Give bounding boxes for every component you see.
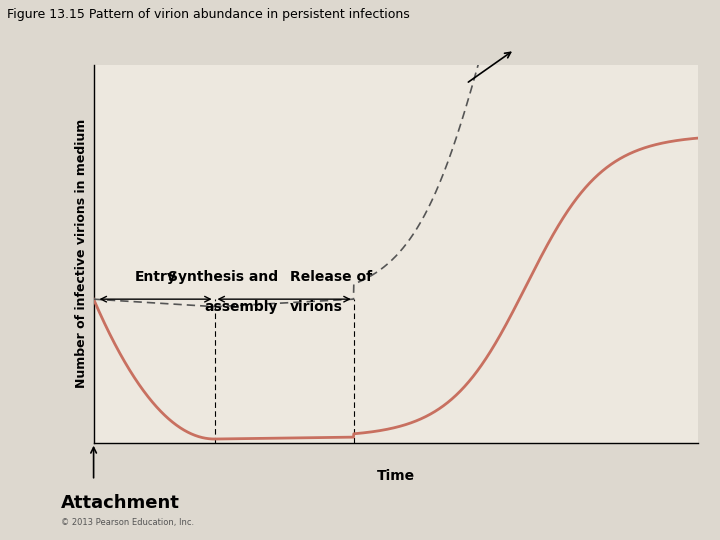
Text: Synthesis and: Synthesis and (168, 270, 278, 284)
Text: Figure 13.15 Pattern of virion abundance in persistent infections: Figure 13.15 Pattern of virion abundance… (7, 8, 410, 21)
Text: virions: virions (290, 300, 343, 314)
Y-axis label: Number of infective virions in medium: Number of infective virions in medium (75, 119, 88, 388)
Text: assembly: assembly (204, 300, 278, 314)
Text: Entry: Entry (135, 270, 176, 284)
Text: Time: Time (377, 469, 415, 483)
Text: © 2013 Pearson Education, Inc.: © 2013 Pearson Education, Inc. (61, 518, 194, 528)
Text: Release of: Release of (290, 270, 372, 284)
Text: Attachment: Attachment (61, 494, 180, 512)
